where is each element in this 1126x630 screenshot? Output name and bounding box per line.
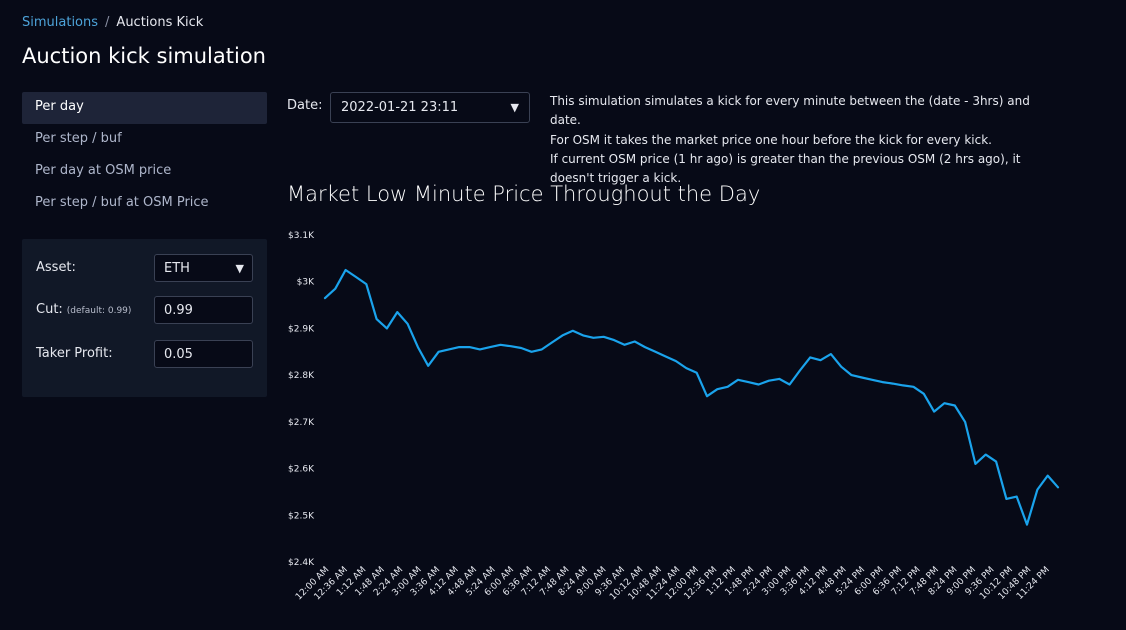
cut-label-text: Cut:: [36, 302, 63, 317]
nav-item-per-step-buf-osm[interactable]: Per step / buf at OSM Price: [35, 195, 209, 210]
breadcrumb-current: Auctions Kick: [116, 15, 204, 30]
y-tick-label: $3K: [297, 278, 315, 288]
chevron-down-icon: ▼: [510, 101, 519, 114]
chart-title: Market Low Minute Price Throughout the D…: [287, 182, 761, 206]
cut-value: 0.99: [164, 303, 193, 318]
asset-select[interactable]: ETH ▼: [154, 254, 253, 282]
y-tick-label: $2.6K: [288, 465, 315, 475]
nav-item-per-day-osm[interactable]: Per day at OSM price: [35, 163, 172, 178]
asset-label: Asset:: [36, 260, 76, 275]
y-tick-label: $2.5K: [288, 511, 315, 521]
cut-hint: (default: 0.99): [66, 306, 132, 316]
chevron-down-icon: ▼: [235, 262, 244, 275]
parameters-panel: Asset: ETH ▼ Cut: (default: 0.99) 0.99 Ta…: [22, 239, 267, 397]
page-title: Auction kick simulation: [22, 44, 266, 68]
price-series-line: [323, 268, 1060, 526]
taker-profit-value: 0.05: [164, 347, 193, 362]
y-tick-label: $2.4K: [288, 558, 315, 568]
taker-profit-label: Taker Profit:: [36, 346, 113, 361]
cut-label: Cut: (default: 0.99): [36, 302, 131, 317]
price-line-chart: $2.4K$2.5K$2.6K$2.7K$2.8K$2.9K$3K$3.1K12…: [288, 231, 1060, 602]
y-tick-label: $3.1K: [288, 231, 315, 241]
date-label: Date:: [287, 98, 323, 113]
y-tick-label: $2.7K: [288, 418, 315, 428]
description-line: For OSM it takes the market price one ho…: [550, 132, 992, 147]
cut-row: Cut: (default: 0.99) 0.99: [36, 296, 253, 326]
description-line: If current OSM price (1 hr ago) is great…: [550, 151, 1021, 186]
date-value: 2022-01-21 23:11: [341, 100, 459, 115]
breadcrumb-link-simulations[interactable]: Simulations: [22, 15, 99, 30]
date-select[interactable]: 2022-01-21 23:11 ▼: [330, 92, 530, 123]
nav-item-per-day[interactable]: Per day: [22, 92, 267, 124]
cut-input[interactable]: 0.99: [154, 296, 253, 324]
y-tick-label: $2.9K: [288, 324, 315, 334]
asset-row: Asset: ETH ▼: [36, 254, 253, 284]
simulation-description: This simulation simulates a kick for eve…: [550, 92, 1050, 188]
nav-item-per-step-buf[interactable]: Per step / buf: [35, 131, 122, 146]
asset-value: ETH: [164, 261, 190, 276]
breadcrumb: Simulations / Auctions Kick: [22, 15, 203, 30]
taker-profit-input[interactable]: 0.05: [154, 340, 253, 368]
sidebar-nav: Per day Per step / buf Per day at OSM pr…: [22, 92, 267, 220]
description-line: This simulation simulates a kick for eve…: [550, 94, 1030, 128]
taker-profit-row: Taker Profit: 0.05: [36, 340, 253, 370]
breadcrumb-separator: /: [105, 15, 110, 30]
y-tick-label: $2.8K: [288, 371, 315, 381]
